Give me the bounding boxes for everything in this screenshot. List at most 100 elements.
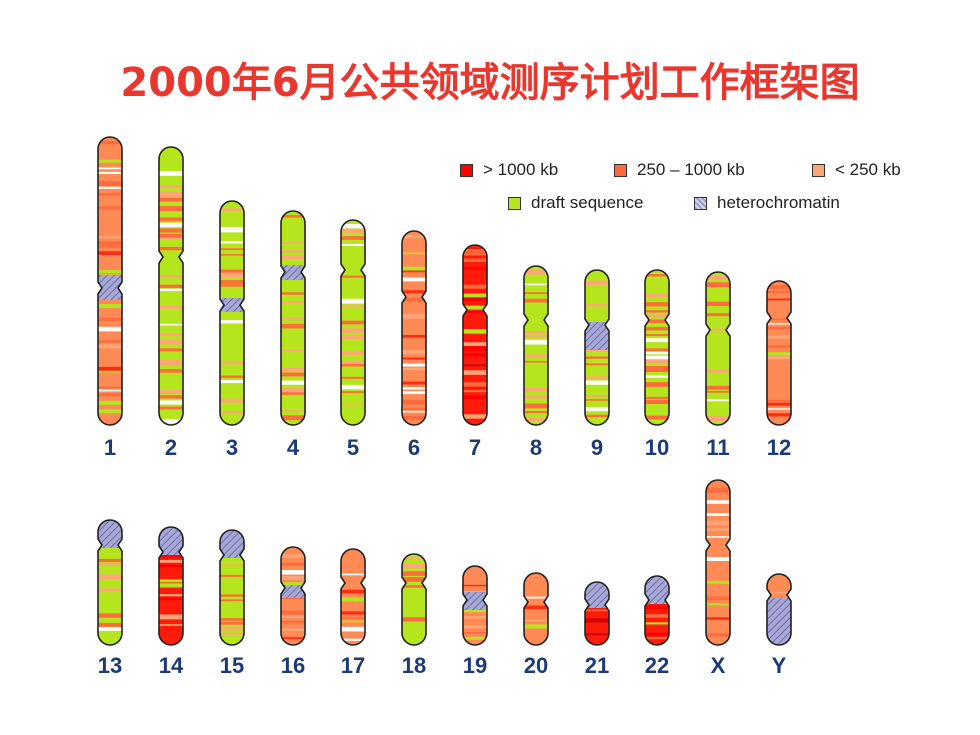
chromosome-band: [98, 326, 122, 332]
chromosome-band: [585, 349, 609, 352]
chromosome-band: [402, 270, 426, 273]
chromosome-outline: [462, 565, 488, 646]
chromosome-band: [220, 248, 244, 251]
heterochromatin-region: [281, 265, 305, 280]
chromosome-band: [220, 320, 244, 324]
chromosome-label: 6: [408, 435, 420, 460]
chromosome-19: 19: [462, 565, 488, 678]
chromosome-band: [463, 395, 487, 400]
legend-item-draft: draft sequence: [508, 193, 643, 213]
chromosome-band: [524, 331, 548, 333]
chromosome-band: [281, 242, 305, 244]
chromosome-band: [159, 624, 183, 626]
chromosome-band: [159, 554, 183, 558]
chromosome-label: 8: [530, 435, 542, 460]
chromosome-14: 14: [158, 526, 184, 678]
chromosome-outline: [705, 479, 731, 646]
chromosome-band: [645, 274, 669, 277]
chromosome-band: [463, 607, 487, 613]
chromosome-outline: [97, 136, 123, 426]
chromosome-band: [402, 334, 426, 338]
legend-item-medium: 250 – 1000 kb: [614, 160, 745, 180]
chromosome-band: [767, 326, 791, 330]
chromosome-band: [159, 275, 183, 278]
chromosome-band: [463, 631, 487, 634]
chromosome-band: [98, 389, 122, 392]
chromosome-2: 2: [158, 146, 184, 460]
chromosome-band: [402, 399, 426, 405]
chromosome-6: 6: [401, 230, 427, 460]
legend-swatch: [614, 163, 627, 177]
chromosome-label: 9: [591, 435, 603, 460]
chromosome-band: [463, 293, 487, 299]
chromosome-band: [98, 206, 122, 210]
chromosome-band: [463, 249, 487, 253]
chromosome-band: [706, 416, 730, 422]
chromosome-outline: [158, 526, 184, 646]
chromosome-band: [645, 334, 669, 337]
chromosome-band: [98, 167, 122, 170]
legend-item-large: > 1000 kb: [460, 160, 558, 180]
chromosome-band: [341, 364, 365, 367]
chromosome-band: [402, 357, 426, 360]
chromosome-band: [98, 245, 122, 248]
chromosome-band: [159, 559, 183, 563]
chromosome-band: [645, 355, 669, 361]
chromosome-21: 21: [584, 581, 610, 678]
chromosome-band: [98, 159, 122, 163]
chromosome-band: [220, 380, 244, 384]
chromosome-body: [706, 480, 730, 645]
chromosome-band: [98, 235, 122, 239]
heterochromatin-region: [463, 592, 487, 610]
chromosome-band: [159, 348, 183, 352]
chromosome-band: [341, 611, 365, 615]
chromosome-label: 14: [159, 653, 184, 678]
chromosome-label: 21: [585, 653, 609, 678]
chromosome-band: [463, 267, 487, 270]
chromosome-band: [159, 246, 183, 251]
chromosome-band: [220, 230, 244, 233]
chromosome-band: [463, 252, 487, 256]
chromosome-band: [585, 376, 609, 379]
chromosome-band: [220, 254, 244, 256]
chromosome-band: [341, 626, 365, 632]
chromosome-label: 2: [165, 435, 177, 460]
chromosome-band: [220, 226, 244, 231]
legend-item-small: < 250 kb: [812, 160, 901, 180]
chromosome-band: [159, 284, 183, 289]
chromosome-band: [98, 317, 122, 321]
chromosome-band: [767, 335, 791, 339]
chromosome-band: [402, 407, 426, 410]
chromosome-band: [159, 390, 183, 394]
chromosome-label: 18: [402, 653, 426, 678]
chromosome-outline: [219, 200, 245, 426]
chromosome-band: [341, 617, 365, 620]
chromosome-band: [524, 417, 548, 421]
chromosome-band: [281, 410, 305, 412]
chromosome-band: [341, 236, 365, 240]
chromosome-label: 10: [645, 435, 669, 460]
chromosome-band: [341, 391, 365, 393]
chromosome-band: [281, 349, 305, 352]
chromosome-band: [402, 277, 426, 282]
chromosome-band: [706, 596, 730, 601]
chromosome-band: [645, 338, 669, 343]
chromosome-band: [159, 579, 183, 583]
chromosome-band: [281, 597, 305, 600]
chromosome-band: [159, 228, 183, 233]
chromosome-band: [463, 353, 487, 357]
chromosome-band: [463, 346, 487, 352]
chromosome-band: [645, 622, 669, 625]
chromosome-band: [281, 380, 305, 385]
chromosome-band: [645, 359, 669, 364]
chromosome-band: [159, 369, 183, 373]
chromosome-band: [281, 323, 305, 329]
chromosome-band: [645, 365, 669, 370]
chromosome-band: [706, 487, 730, 493]
chromosome-band: [645, 302, 669, 307]
chromosome-20: 20: [523, 572, 549, 678]
chromosome-band: [159, 222, 183, 228]
chromosome-band: [341, 620, 365, 623]
chromosome-band: [220, 594, 244, 597]
chromosome-body: [463, 245, 487, 425]
